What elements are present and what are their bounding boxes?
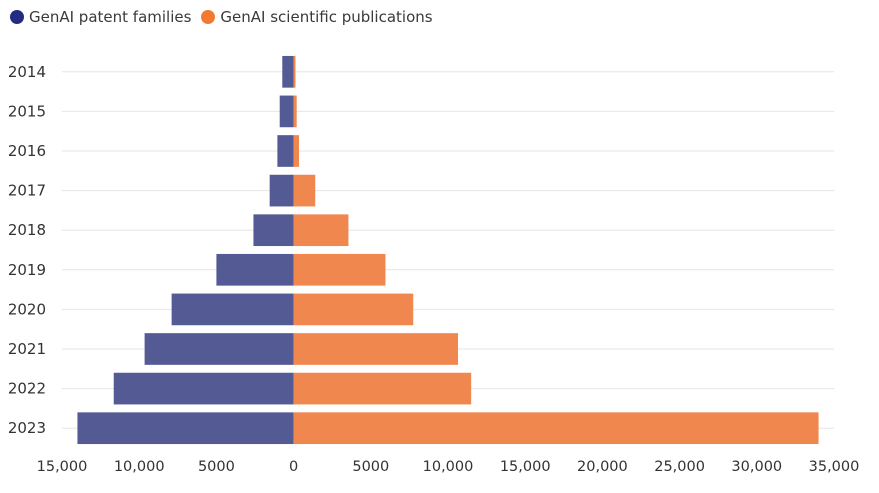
x-tick-label-2: 5000 — [198, 459, 235, 475]
bar-patent-families-2018[interactable] — [253, 214, 294, 247]
x-tick-label-3: 0 — [289, 459, 298, 475]
bar-scientific-publications-2023[interactable] — [293, 412, 819, 445]
bar-patent-families-2015[interactable] — [279, 95, 294, 128]
bar-patent-families-2023[interactable] — [77, 412, 294, 445]
bar-scientific-publications-2020[interactable] — [293, 293, 414, 326]
legend-label-patent-families: GenAI patent families — [29, 8, 192, 26]
y-tick-label-2016: 2016 — [8, 142, 46, 160]
legend-marker-scientific-publications — [201, 10, 216, 24]
x-tick-label-4: 5000 — [352, 459, 389, 475]
y-tick-label-2020: 2020 — [8, 300, 46, 318]
legend-item-scientific-publications[interactable]: GenAI scientific publications — [201, 8, 433, 26]
y-tick-label-2022: 2022 — [8, 380, 46, 398]
bar-scientific-publications-2016[interactable] — [293, 135, 300, 167]
bar-patent-families-2021[interactable] — [144, 333, 294, 365]
bar-patent-families-2016[interactable] — [277, 135, 294, 167]
bar-patent-families-2019[interactable] — [216, 253, 294, 286]
y-axis-labels: 2014 2015 2016 2017 2018 2019 2020 2021 2022 2023 — [8, 63, 46, 437]
x-tick-label-9: 30,000 — [731, 459, 782, 475]
bars — [77, 55, 819, 445]
legend-item-patent-families[interactable]: GenAI patent families — [10, 8, 191, 26]
y-tick-label-2021: 2021 — [8, 340, 46, 358]
bar-scientific-publications-2019[interactable] — [293, 253, 386, 286]
x-tick-label-6: 15,000 — [500, 459, 551, 475]
y-tick-label-2023: 2023 — [8, 419, 46, 437]
y-tick-label-2017: 2017 — [8, 182, 46, 200]
bar-scientific-publications-2015[interactable] — [293, 95, 297, 128]
bar-scientific-publications-2014[interactable] — [293, 55, 296, 88]
y-tick-label-2015: 2015 — [8, 102, 46, 120]
y-tick-label-2019: 2019 — [8, 261, 46, 279]
y-tick-label-2018: 2018 — [8, 221, 46, 239]
chart-legend: GenAI patent families GenAI scientific p… — [10, 6, 433, 28]
x-tick-label-10: 35,000 — [809, 459, 860, 475]
bar-patent-families-2017[interactable] — [269, 174, 294, 207]
x-tick-label-7: 20,000 — [577, 459, 628, 475]
bar-patent-families-2022[interactable] — [113, 372, 294, 405]
bar-scientific-publications-2021[interactable] — [293, 333, 459, 365]
bar-patent-families-2020[interactable] — [171, 293, 294, 326]
bar-patent-families-2014[interactable] — [282, 55, 294, 88]
x-tick-label-5: 10,000 — [423, 459, 474, 475]
x-tick-label-0: 15,000 — [37, 459, 88, 475]
legend-label-scientific-publications: GenAI scientific publications — [220, 8, 433, 26]
y-tick-label-2014: 2014 — [8, 63, 46, 81]
x-tick-label-8: 25,000 — [654, 459, 705, 475]
x-tick-label-1: 10,000 — [114, 459, 165, 475]
bar-scientific-publications-2017[interactable] — [293, 174, 316, 207]
legend-marker-patent-families — [10, 10, 24, 24]
bar-scientific-publications-2018[interactable] — [293, 214, 349, 247]
bar-scientific-publications-2022[interactable] — [293, 372, 472, 405]
x-axis-labels: 15,000 10,000 5000 0 5000 10,000 15,000 20,000 2… — [37, 459, 860, 475]
